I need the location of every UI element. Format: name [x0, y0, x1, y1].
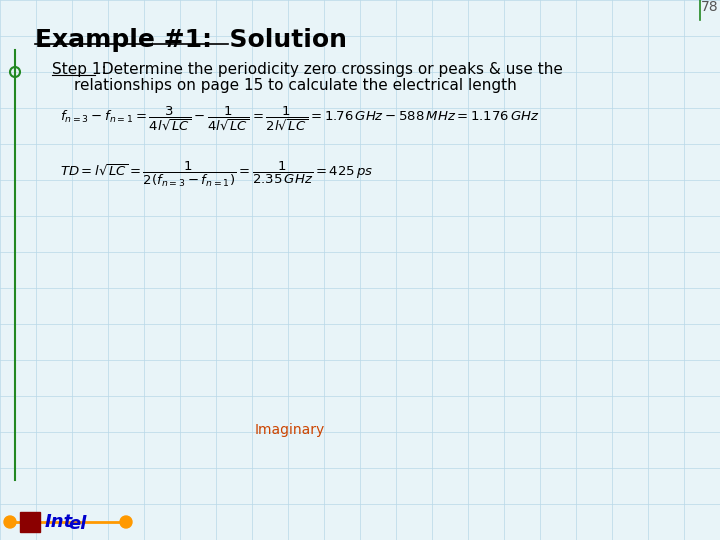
Text: Determine the periodicity zero crossings or peaks & use the: Determine the periodicity zero crossings…: [97, 62, 563, 77]
Text: Int: Int: [45, 513, 73, 531]
Text: 78: 78: [701, 0, 719, 14]
Text: Imaginary: Imaginary: [255, 423, 325, 437]
Text: el: el: [68, 515, 86, 533]
FancyBboxPatch shape: [20, 512, 40, 532]
Text: $f_{n=3} - f_{n=1} = \dfrac{3}{4l\sqrt{LC}} - \dfrac{1}{4l\sqrt{LC}}= \dfrac{1}{: $f_{n=3} - f_{n=1} = \dfrac{3}{4l\sqrt{L…: [60, 105, 540, 133]
Text: relationships on page 15 to calculate the electrical length: relationships on page 15 to calculate th…: [74, 78, 517, 93]
Text: Example #1:  Solution: Example #1: Solution: [35, 28, 347, 52]
Text: Step 1:: Step 1:: [52, 62, 107, 77]
Text: $TD = l\sqrt{LC} = \dfrac{1}{2(f_{n=3} - f_{n=1})} = \dfrac{1}{2.35\,GHz} = 425\: $TD = l\sqrt{LC} = \dfrac{1}{2(f_{n=3} -…: [60, 160, 374, 189]
Circle shape: [4, 516, 16, 528]
Circle shape: [120, 516, 132, 528]
